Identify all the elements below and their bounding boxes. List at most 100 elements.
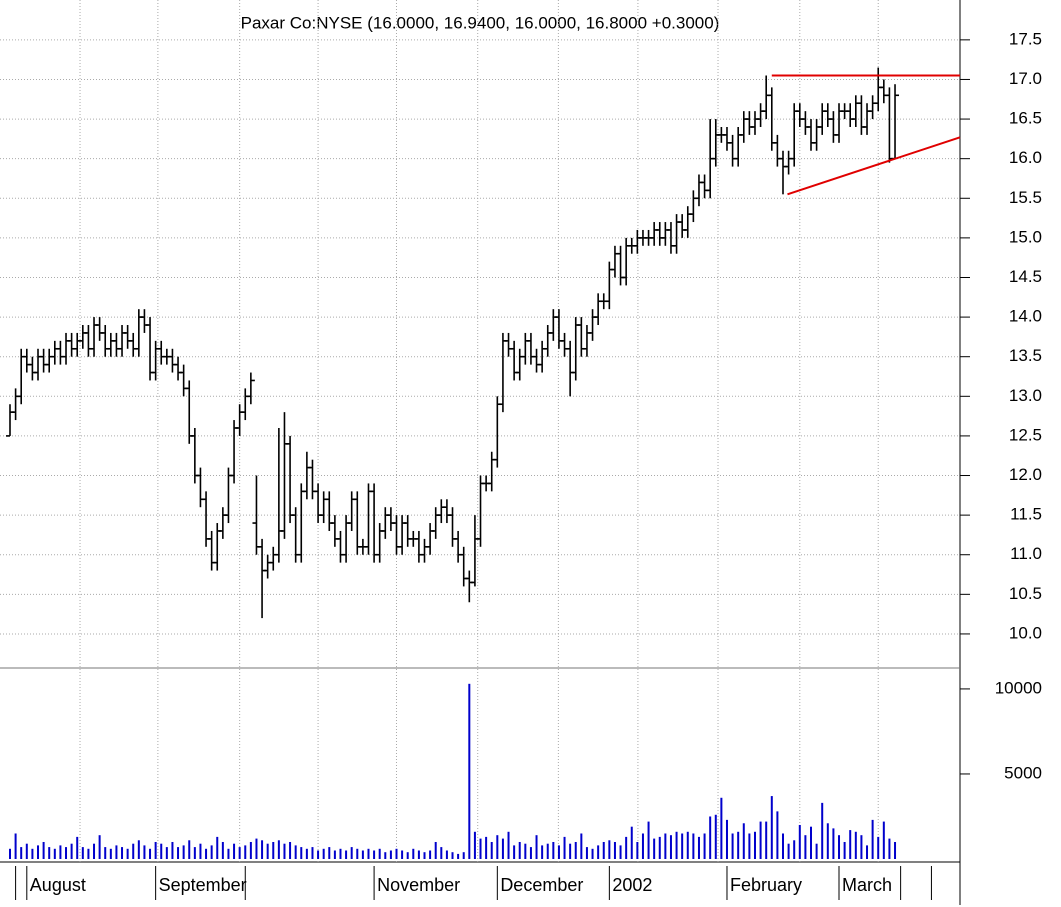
volume-bar [160,843,163,859]
volume-bar [255,838,258,859]
x-tick-label: December [500,875,583,895]
volume-bar [70,843,73,859]
volume-bar [249,841,252,859]
volume-bar [48,847,51,859]
volume-bar [591,848,594,859]
volume-bar [143,845,146,859]
volume-bar [725,819,728,859]
volume-bar [703,833,706,859]
volume-bar [613,841,616,859]
y-tick-label: 13.0 [1009,386,1042,405]
volume-bar [109,848,112,859]
volume-bar [675,831,678,859]
y-tick-label: 10.0 [1009,623,1042,642]
volume-bar [227,848,230,859]
volume-bar [154,841,157,859]
volume-bar [524,843,527,859]
y-tick-label: 5000 [1004,763,1042,782]
volume-bar [821,802,824,859]
volume-bar [798,824,801,859]
volume-bar [429,850,432,859]
volume-bar [42,841,45,859]
volume-bar [692,833,695,859]
volume-bar [171,841,174,859]
volume-bar [65,847,68,859]
volume-bar [389,850,392,859]
volume-bar [356,848,359,859]
volume-bar [149,848,152,859]
volume-bar [849,830,852,859]
volume-bar [473,831,476,859]
volume-bar [546,843,549,859]
volume-bar [289,841,292,859]
y-tick-label: 15.0 [1009,227,1042,246]
volume-bar [468,683,471,859]
x-tick-label: March [842,875,892,895]
volume-bar [333,850,336,859]
x-tick-label: September [159,875,247,895]
volume-bar [541,845,544,859]
volume-bar [843,841,846,859]
y-tick-label: 14.0 [1009,307,1042,326]
volume-bar [37,845,40,859]
y-tick-label: 13.5 [1009,346,1042,365]
volume-bar [395,848,398,859]
volume-bar [877,836,880,859]
volume-bar [776,811,779,859]
volume-bar [233,843,236,859]
volume-bar [658,836,661,859]
volume-bar [664,833,667,859]
volume-bar [709,816,712,859]
y-tick-label: 16.5 [1009,109,1042,128]
volume-bar [838,835,841,859]
volume-bar [93,843,96,859]
volume-bar [121,847,124,859]
volume-bar [76,836,79,859]
volume-bar [669,835,672,859]
volume-bar [345,850,348,859]
volume-bar [625,836,628,859]
volume-bar [826,823,829,859]
volume-bar [378,848,381,859]
volume-bar [854,831,857,859]
volume-bar [608,840,611,859]
y-tick-label: 14.5 [1009,267,1042,286]
volume-bar [597,845,600,859]
volume-bar [552,841,555,859]
volume-bar [888,838,891,859]
volume-bar [81,847,84,859]
volume-bar [770,796,773,859]
volume-bar [602,841,605,859]
volume-bar [300,847,303,859]
volume-bar [53,848,56,859]
volume-bar [753,831,756,859]
volume-bar [585,847,588,859]
volume-bar [815,843,818,859]
volume-bar [361,850,364,859]
volume-bar [165,847,168,859]
volume-bar [244,845,247,859]
volume-bar [714,814,717,859]
y-tick-label: 16.0 [1009,148,1042,167]
volume-bar [765,821,768,859]
y-tick-label: 12.5 [1009,425,1042,444]
volume-bar [641,833,644,859]
volume-bar [737,831,740,859]
volume-bar [384,852,387,859]
volume-bar [866,845,869,859]
volume-bar [350,847,353,859]
volume-bar [98,835,101,859]
y-tick-label: 11.5 [1010,505,1042,524]
volume-bar [25,843,28,859]
volume-bar [261,840,264,859]
volume-bar [787,843,790,859]
volume-bar [513,845,516,859]
x-tick-label: February [730,875,802,895]
volume-bar [832,828,835,859]
volume-bar [697,836,700,859]
volume-bar [569,843,572,859]
volume-bar [485,836,488,859]
volume-bar [490,841,493,859]
volume-bar [810,826,813,859]
